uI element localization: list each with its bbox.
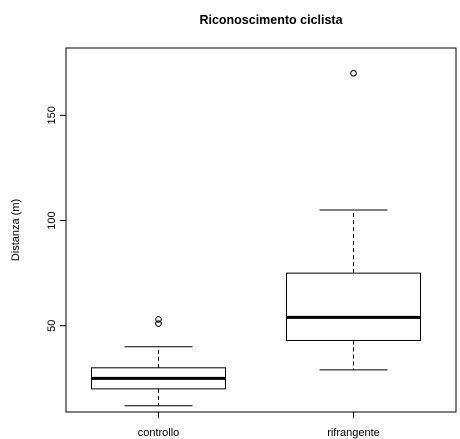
iqr-box-rifrangente [286,272,421,341]
plot-frame [65,47,457,413]
y-axis-label: Distanza (m) [10,199,22,261]
x-tick-label-rifrangente: rifrangente [327,427,380,439]
x-tick-label-controllo: controllo [138,427,180,439]
outlier-point-controllo-1 [155,316,162,323]
chart-title: Riconoscimento ciclista [199,13,343,27]
y-tick-label-150: 150 [46,106,58,124]
box-controllo [91,316,226,407]
x-axis: controllo rifrangente [138,412,380,439]
box-rifrangente [286,69,421,371]
outlier-point-controllo-0 [155,320,162,327]
y-axis: 50 100 150 [46,106,66,332]
outlier-point-rifrangente-0 [350,69,357,77]
y-tick-label-50: 50 [46,320,58,332]
boxes-group [91,69,421,407]
y-tick-label-100: 100 [46,211,58,229]
